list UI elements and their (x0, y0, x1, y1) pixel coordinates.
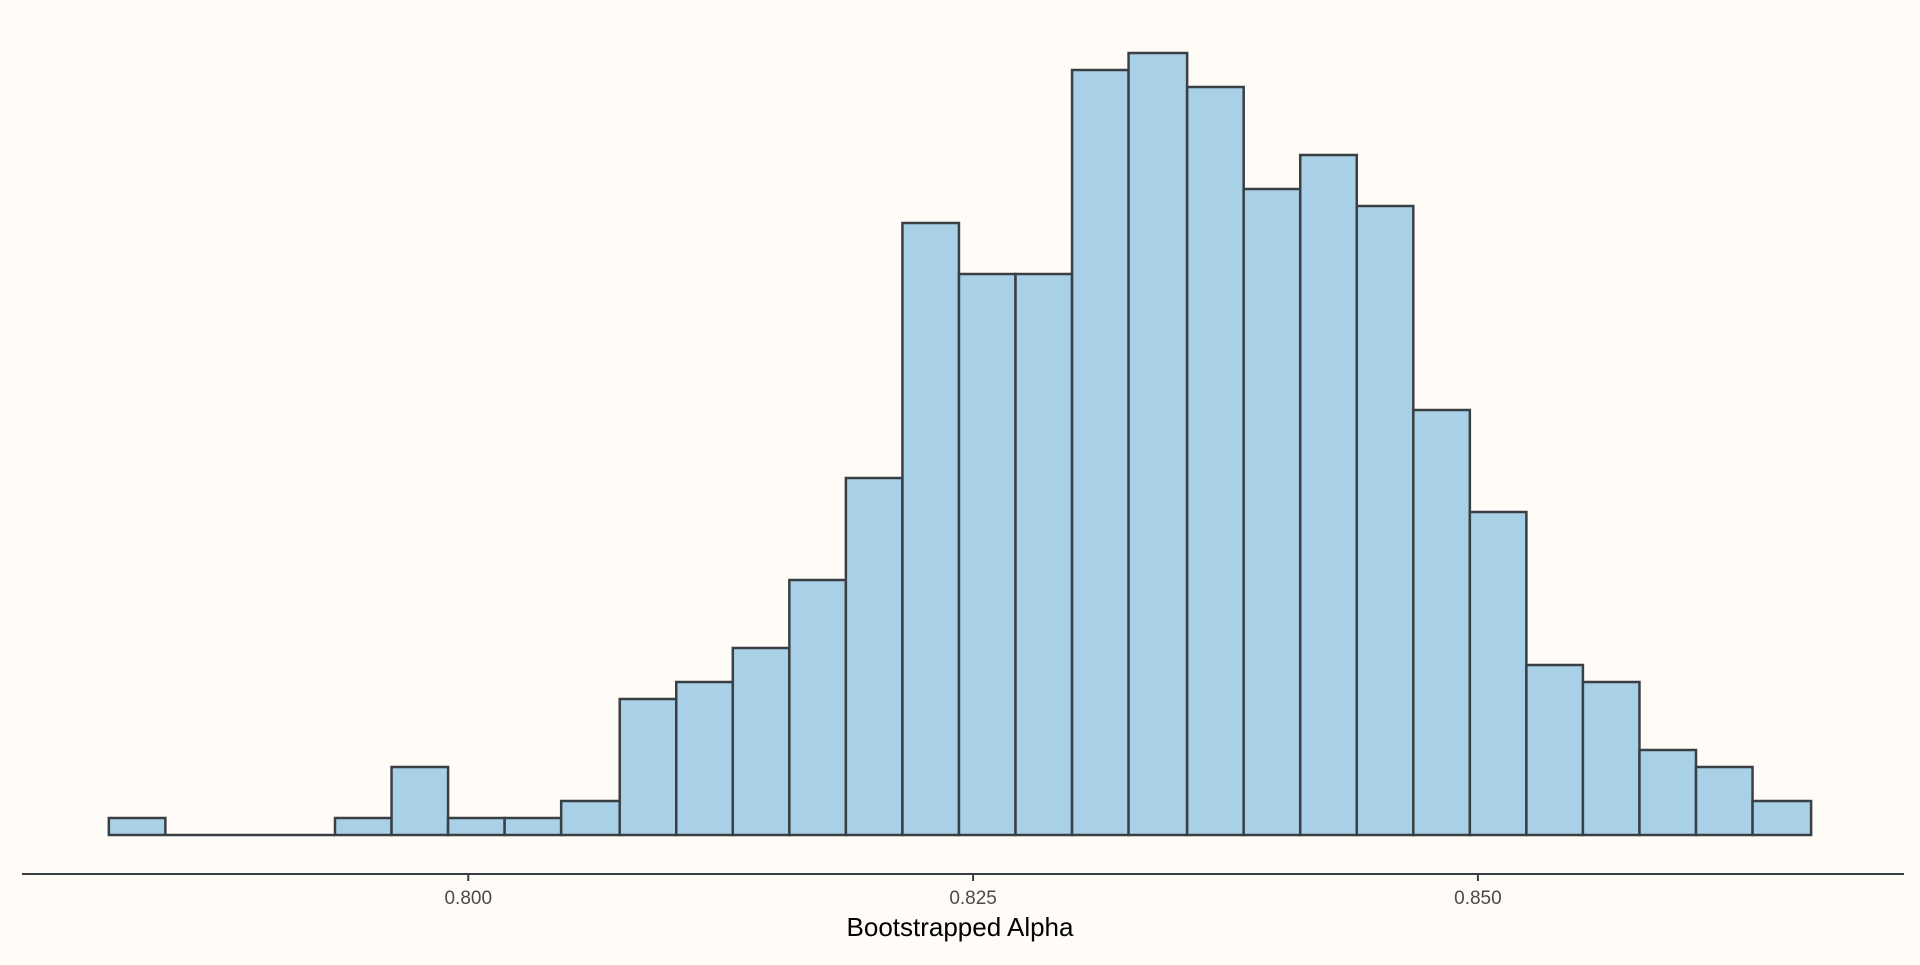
histogram-bar (618, 697, 678, 837)
histogram-bar (1581, 680, 1641, 837)
histogram-bar (731, 646, 791, 837)
histogram-bar (559, 799, 621, 837)
histogram-bar (1412, 408, 1472, 837)
histogram-bar (1751, 799, 1813, 837)
histogram-bar (1525, 663, 1585, 837)
histogram-bar (1185, 85, 1245, 837)
histogram-bar (844, 476, 904, 837)
x-tick-label: 0.825 (949, 888, 997, 909)
histogram-bar (1070, 68, 1130, 837)
histogram-bar (446, 816, 506, 837)
histogram-bar (1468, 510, 1528, 837)
histogram-bar (957, 272, 1017, 837)
histogram-bar (1298, 153, 1359, 837)
histogram-bar (1242, 187, 1302, 837)
x-tick-label: 0.850 (1454, 888, 1502, 909)
x-ticks-layer: 0.800 0.825 0.850 (444, 874, 1502, 909)
histogram-bar (788, 578, 848, 837)
histogram-bar (333, 816, 393, 837)
histogram-bar (1694, 765, 1754, 837)
histogram-bar (390, 765, 450, 837)
histogram-bar (1014, 272, 1074, 837)
bars-layer (107, 51, 1813, 837)
histogram-bar (901, 221, 961, 837)
histogram-bar (107, 816, 167, 837)
histogram-bar (503, 816, 563, 837)
x-tick-label: 0.800 (444, 888, 492, 909)
x-axis-title: Bootstrapped Alpha (847, 912, 1074, 942)
histogram-bar (675, 680, 735, 837)
histogram-bar (1638, 748, 1698, 837)
histogram-bar (1355, 204, 1415, 837)
histogram-bar (1127, 51, 1189, 837)
